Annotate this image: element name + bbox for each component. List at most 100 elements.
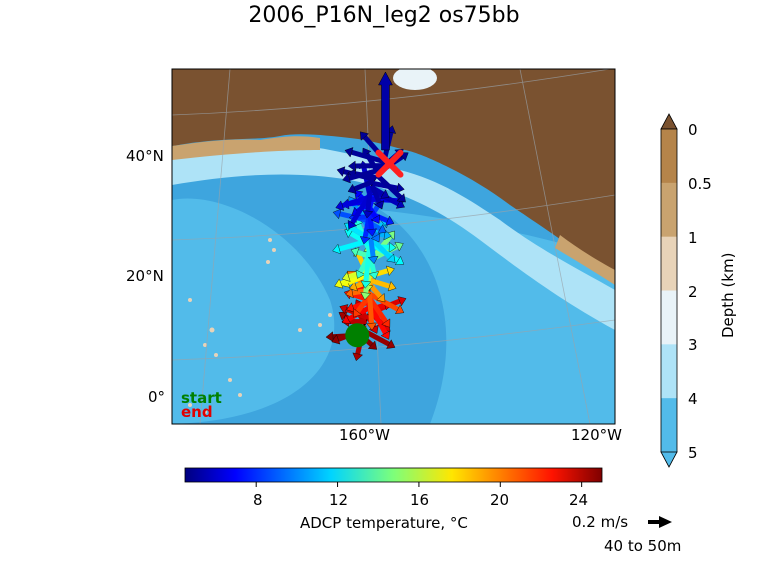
velocity-arrow-head <box>347 219 358 230</box>
scale-arrow <box>648 516 672 528</box>
velocity-arrow-head <box>362 210 374 219</box>
velocity-arrow-head <box>387 281 397 292</box>
velocity-arrow <box>353 179 375 192</box>
depth-colorbar-segment <box>661 182 677 238</box>
map-frame <box>171 68 616 425</box>
velocity-arrow <box>375 173 403 200</box>
velocity-arrow-head <box>331 334 341 345</box>
continental-shelf <box>172 145 615 330</box>
velocity-arrow <box>363 248 372 282</box>
velocity-arrow-head <box>350 247 360 258</box>
depth-colorbar-frame <box>660 128 678 453</box>
velocity-arrow-head <box>353 308 363 318</box>
temperature-colorbar-ticks <box>255 482 583 487</box>
lat-tick-0: 0° <box>148 388 166 406</box>
legend-end: end <box>181 403 213 421</box>
temp-tick-12: 12 <box>329 491 349 509</box>
lat-tick-40: 40°N <box>126 147 164 165</box>
velocity-arrow-head <box>396 193 406 203</box>
velocity-arrow <box>366 291 375 324</box>
velocity-arrow-head <box>325 331 334 343</box>
velocity-arrow-head <box>332 243 341 255</box>
velocity-arrow <box>350 193 372 225</box>
land-mass <box>172 69 615 275</box>
depth-colorbar-segment <box>661 290 677 345</box>
velocity-arrow <box>378 71 393 151</box>
velocity-arrow-head <box>380 189 390 199</box>
velocity-arrow-head <box>335 200 345 211</box>
velocity-arrow-head <box>367 255 379 265</box>
velocity-arrow-head <box>352 352 364 362</box>
arctic-shelf <box>393 69 437 90</box>
velocity-arrow-head <box>368 271 380 280</box>
temp-tick-16: 16 <box>410 491 430 509</box>
velocity-arrow <box>369 184 382 204</box>
temperature-colorbar-label: ADCP temperature, °C <box>300 514 468 532</box>
velocity-arrow <box>350 149 385 165</box>
velocity-arrow-head <box>355 269 366 279</box>
temp-tick-24: 24 <box>569 491 589 509</box>
velocity-arrow-head <box>394 304 405 314</box>
velocity-arrow-head <box>397 296 407 307</box>
velocity-arrow-head <box>342 172 351 184</box>
velocity-arrow-head <box>341 314 352 324</box>
islands <box>188 238 332 414</box>
scale-speed-label: 0.2 m/s <box>572 513 629 531</box>
velocity-arrow-head <box>385 215 395 226</box>
legend-start: start <box>181 389 222 407</box>
velocity-arrow-head <box>386 265 395 276</box>
velocity-arrow-head <box>394 241 404 252</box>
velocity-arrow-head <box>377 224 387 234</box>
velocity-arrow-head <box>366 322 377 331</box>
velocity-arrow-head <box>360 280 372 289</box>
velocity-arrow-head <box>395 199 405 209</box>
velocity-arrow-head <box>346 302 356 313</box>
temp-tick-20: 20 <box>490 491 510 509</box>
depth-colorbar-top-extension <box>660 113 678 130</box>
velocity-arrow-head <box>370 214 381 224</box>
temp-tick-8: 8 <box>253 491 263 509</box>
velocity-arrow-head <box>394 255 405 266</box>
velocity-arrow <box>348 167 383 181</box>
graticule <box>172 69 615 424</box>
velocity-arrow-head <box>381 318 391 328</box>
velocity-arrow-head <box>386 339 396 349</box>
coastal-shelf-west <box>172 136 320 160</box>
velocity-arrow-head <box>359 131 369 141</box>
chart-title: 2006_P16N_leg2 os75bb <box>248 3 520 28</box>
coastal-shelf-east <box>555 235 615 285</box>
depth-tick-0-5: 0.5 <box>688 175 712 193</box>
velocity-arrow-head <box>380 330 391 340</box>
depth-tick-3: 3 <box>688 336 698 354</box>
abyssal-plain-west <box>172 198 335 424</box>
depth-colorbar-label: Depth (km) <box>719 252 737 338</box>
velocity-arrow <box>368 277 391 289</box>
velocity-arrow-head <box>354 190 364 200</box>
depth-colorbar <box>660 113 678 468</box>
lat-tick-20: 20°N <box>126 267 164 285</box>
velocity-arrow-head <box>349 281 358 292</box>
lon-tick-120w: 120°W <box>571 426 622 444</box>
velocity-arrow-head <box>388 241 397 253</box>
depth-tick-4: 4 <box>688 390 698 408</box>
velocity-arrow-head <box>339 304 349 315</box>
velocity-arrow-head <box>334 278 344 289</box>
velocity-arrow-head <box>344 147 354 158</box>
depth-tick-0: 0 <box>688 121 698 139</box>
depth-tick-5: 5 <box>688 444 698 462</box>
velocity-arrow-head <box>332 208 342 220</box>
velocity-arrow-head <box>359 236 371 245</box>
velocity-arrow-head <box>366 228 377 237</box>
velocity-arrow <box>365 190 373 212</box>
start-marker <box>345 323 370 348</box>
map-area <box>172 69 615 424</box>
velocity-arrow-head <box>341 271 351 282</box>
scale-depth-label: 40 to 50m <box>604 537 682 555</box>
temperature-colorbar <box>184 467 603 483</box>
velocity-arrows <box>325 71 409 362</box>
velocity-arrow-head <box>336 166 346 177</box>
depth-colorbar-segment <box>661 344 677 399</box>
velocity-arrow-head <box>370 233 381 243</box>
depth-tick-2: 2 <box>688 283 698 301</box>
